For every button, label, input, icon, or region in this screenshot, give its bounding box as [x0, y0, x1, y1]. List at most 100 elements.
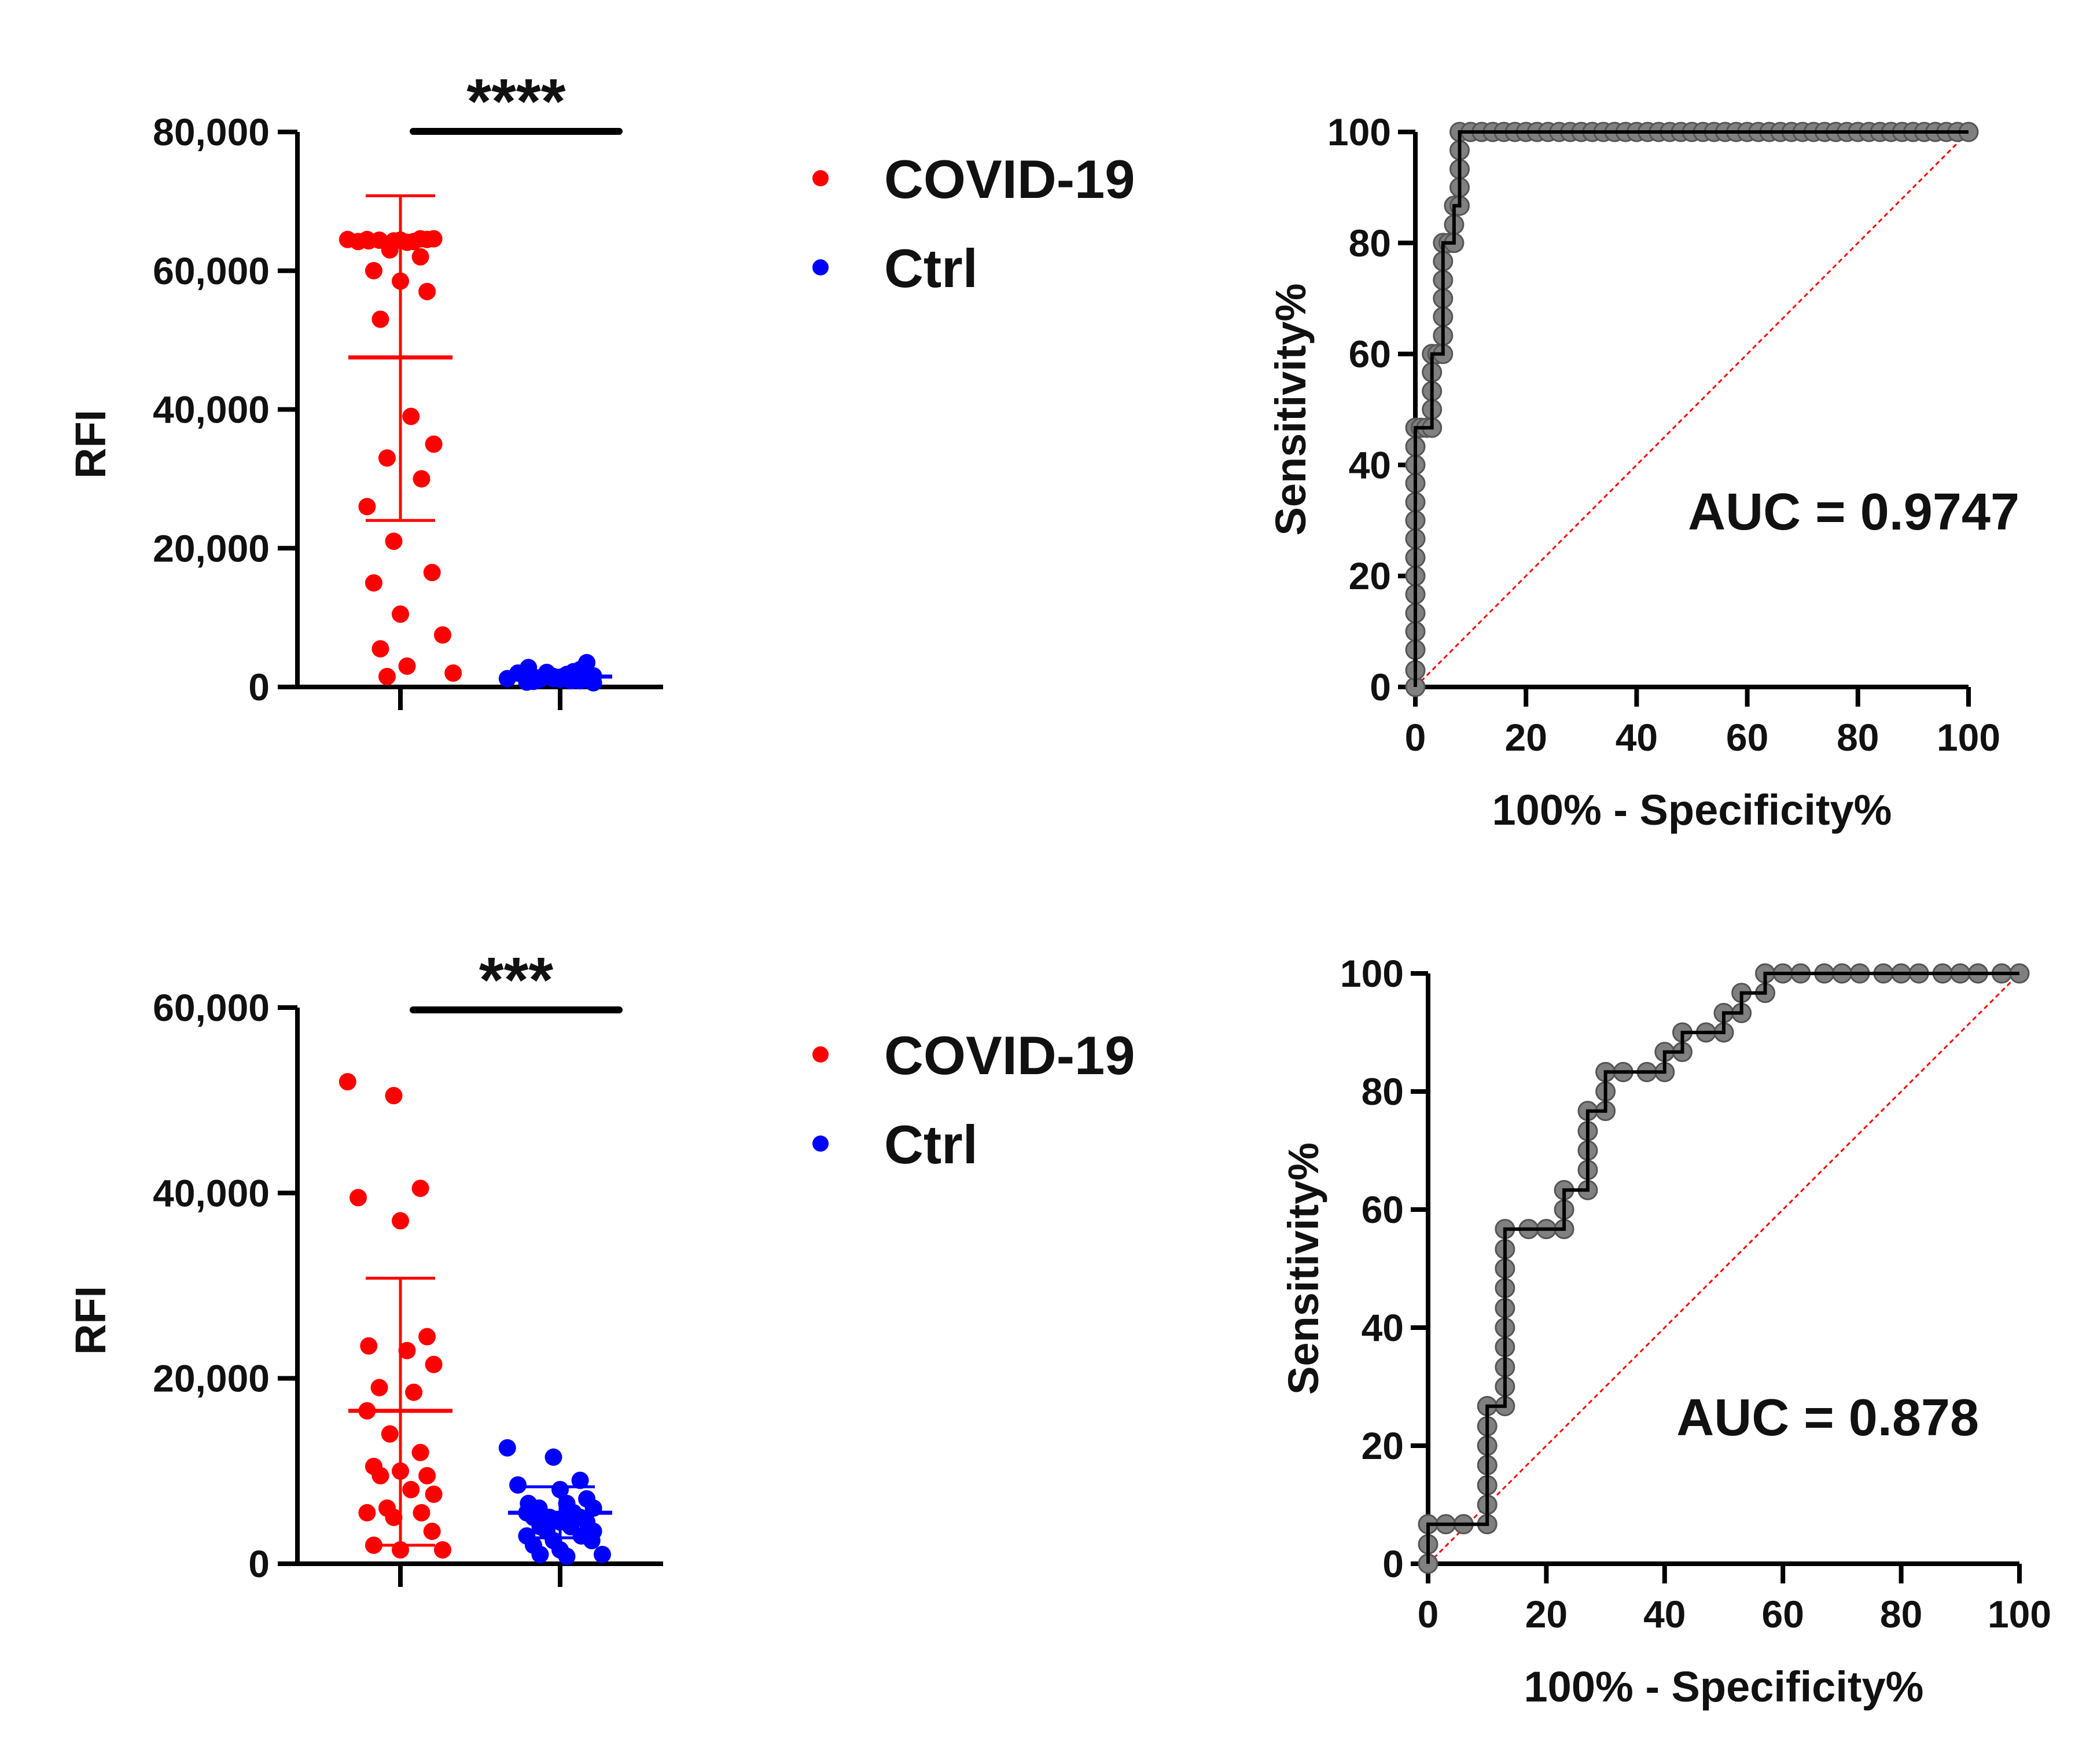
y-tick-label: 80	[1362, 1070, 1404, 1113]
ctrl-data-point	[498, 1439, 516, 1457]
covid-data-point	[425, 435, 443, 453]
covid-data-point	[402, 1480, 420, 1498]
covid-data-point	[358, 1504, 376, 1522]
covid-data-point	[392, 1212, 409, 1230]
y-tick-label: 0	[1382, 1542, 1404, 1585]
reference-diagonal	[1414, 131, 1970, 688]
covid-data-point	[433, 626, 451, 644]
y-axis-label: Sensitivity%	[1279, 1142, 1327, 1395]
covid-data-point	[358, 230, 376, 248]
scatter-panel-2: 0 20,000 40,000 60,000 RFI *** COVID-19 Ctrl	[67, 945, 1135, 1587]
roc-curve	[1426, 972, 2019, 1564]
x-axis-label: 100% - Specificity%	[1524, 1663, 1924, 1711]
y-axis-label: RFI	[67, 1286, 115, 1355]
ctrl-data-point	[544, 1448, 562, 1466]
significance-stars: ****	[466, 66, 565, 137]
legend-label-ctrl: Ctrl	[884, 238, 978, 299]
covid-data-point	[402, 407, 420, 425]
ctrl-data-point	[593, 1545, 611, 1563]
x-tick-label: 60	[1726, 716, 1768, 759]
covid-data-point	[425, 1355, 443, 1373]
roc-curve	[1414, 130, 1969, 687]
ctrl-data-point	[509, 1476, 527, 1494]
covid-data-point	[423, 564, 441, 582]
covid-data-point	[381, 1425, 399, 1443]
covid-data-point	[385, 532, 403, 550]
y-tick-label: 60,000	[153, 986, 270, 1029]
covid-data-point	[378, 449, 396, 467]
legend-label-covid: COVID-19	[884, 1025, 1135, 1086]
auc-annotation: AUC = 0.878	[1676, 1389, 1979, 1447]
y-tick-label: 0	[248, 1542, 270, 1585]
covid-data-point	[378, 668, 396, 686]
covid-data-point	[371, 1467, 389, 1484]
ctrl-data-point	[583, 1531, 601, 1549]
x-tick-label: 80	[1837, 716, 1879, 759]
roc-panel-1: 0 20 40 60 80 100 0 20 40 60 80 100 100% - Specifici…	[1267, 111, 2019, 834]
legend-label-covid: COVID-19	[884, 149, 1135, 210]
roc-panel-2: 0 20 40 60 80 100 0 20 40 60 80 100 100% - Specifici…	[1279, 952, 2051, 1711]
covid-data-point	[405, 233, 423, 251]
covid-data-point	[365, 574, 382, 592]
covid-data-point	[418, 282, 436, 300]
covid-data-point	[371, 310, 389, 328]
covid-data-point	[444, 664, 462, 682]
significance-stars: ***	[479, 945, 554, 1016]
y-tick-label: 60	[1349, 333, 1391, 376]
covid-data-point	[413, 1504, 431, 1522]
covid-data-point	[365, 262, 382, 280]
covid-data-point	[381, 241, 399, 259]
x-tick-label: 40	[1616, 716, 1658, 759]
ctrl-data-point	[558, 1548, 576, 1565]
covid-data-point	[360, 1337, 378, 1355]
y-tick-label: 0	[248, 666, 270, 708]
legend-marker-ctrl	[812, 259, 829, 275]
x-tick-label: 0	[1418, 1593, 1439, 1636]
x-tick-label: 80	[1880, 1593, 1922, 1636]
covid-data-point	[385, 1087, 403, 1105]
legend-marker-covid	[812, 1046, 829, 1063]
covid-data-point	[411, 1443, 429, 1461]
covid-data-point	[392, 605, 409, 623]
y-tick-label: 100	[1340, 952, 1404, 995]
covid-data-point	[405, 1383, 423, 1401]
covid-data-point	[423, 1522, 441, 1540]
covid-data-point	[339, 1073, 356, 1091]
covid-data-point	[411, 1179, 429, 1197]
covid-data-point	[418, 1328, 436, 1346]
reference-diagonal	[1427, 972, 2021, 1565]
legend-label-ctrl: Ctrl	[884, 1114, 978, 1175]
y-tick-label: 40,000	[153, 388, 270, 431]
y-tick-label: 20	[1349, 554, 1391, 597]
covid-data-point	[385, 1508, 403, 1526]
y-tick-label: 40,000	[153, 1171, 270, 1214]
legend-marker-ctrl	[812, 1135, 829, 1152]
covid-data-point	[398, 1342, 416, 1359]
y-tick-label: 80	[1349, 222, 1391, 264]
x-tick-label: 60	[1761, 1593, 1804, 1636]
x-tick-label: 0	[1405, 716, 1426, 759]
x-tick-label: 20	[1504, 716, 1547, 759]
y-tick-label: 20,000	[153, 1357, 270, 1400]
y-tick-label: 40	[1349, 443, 1391, 486]
y-tick-label: 20,000	[153, 527, 270, 569]
y-tick-label: 60	[1362, 1188, 1404, 1231]
y-axis-label: Sensitivity%	[1267, 284, 1315, 536]
covid-data-point	[358, 498, 376, 516]
x-tick-label: 40	[1643, 1593, 1686, 1636]
auc-annotation: AUC = 0.9747	[1688, 483, 2019, 541]
y-tick-label: 60,000	[153, 249, 270, 292]
covid-data-point	[433, 1541, 451, 1559]
covid-data-point	[425, 1485, 443, 1503]
covid-data-point	[398, 657, 416, 675]
covid-data-point	[371, 640, 389, 658]
covid-data-point	[413, 470, 431, 488]
y-tick-label: 20	[1362, 1424, 1404, 1467]
covid-data-point	[349, 1189, 367, 1207]
x-axis-label: 100% - Specificity%	[1492, 786, 1892, 834]
y-tick-label: 0	[1370, 666, 1391, 708]
x-tick-label: 100	[1937, 716, 2000, 759]
y-tick-label: 100	[1327, 111, 1391, 153]
x-tick-label: 100	[1988, 1593, 2051, 1636]
